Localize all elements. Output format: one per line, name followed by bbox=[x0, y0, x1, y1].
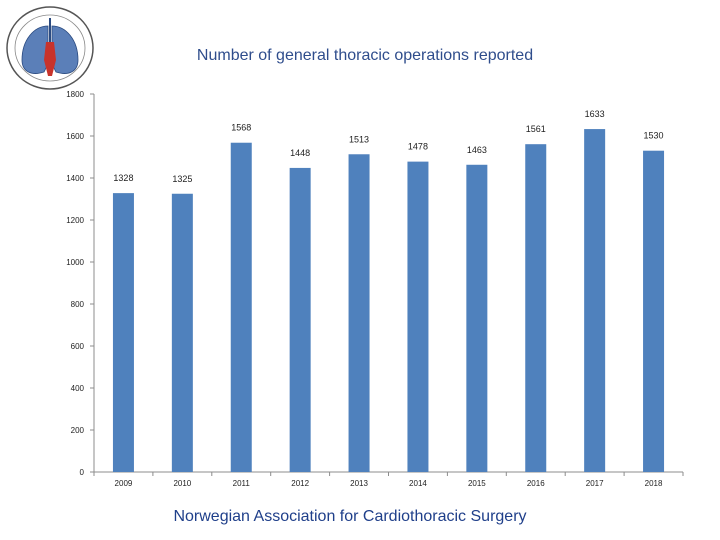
bar-2013 bbox=[348, 154, 370, 472]
x-tick-label: 2018 bbox=[645, 479, 663, 488]
x-tick-label: 2010 bbox=[173, 479, 191, 488]
y-tick-label: 200 bbox=[71, 426, 85, 435]
y-tick-label: 600 bbox=[71, 342, 85, 351]
bar-2017 bbox=[584, 129, 606, 472]
x-axis: 2009 2010 2011 2012 2013 2014 2015 2016 2017 2018 bbox=[93, 471, 684, 488]
data-labels: 1328 1325 1568 1448 1513 1478 1463 1561 1633 1530 bbox=[113, 109, 663, 184]
data-label-2014: 1478 bbox=[408, 142, 428, 152]
bar-2016 bbox=[525, 144, 547, 472]
y-tick-label: 1600 bbox=[66, 132, 84, 141]
footer-organization: Norwegian Association for Cardiothoracic… bbox=[173, 508, 527, 525]
data-label-2013: 1513 bbox=[349, 134, 369, 144]
data-label-2015: 1463 bbox=[467, 145, 487, 155]
x-tick-label: 2015 bbox=[468, 479, 486, 488]
y-axis: 0 200 400 600 800 1000 1200 1400 1600 1800 bbox=[66, 90, 95, 477]
data-label-2012: 1448 bbox=[290, 148, 310, 158]
bar-2012 bbox=[289, 167, 311, 473]
y-tick-label: 800 bbox=[71, 300, 85, 309]
y-tick-label: 1800 bbox=[66, 90, 84, 99]
bar-2009 bbox=[112, 193, 134, 472]
y-tick-label: 0 bbox=[80, 468, 85, 477]
bar-2015 bbox=[466, 164, 488, 472]
association-logo bbox=[6, 6, 94, 90]
data-label-2016: 1561 bbox=[526, 124, 546, 134]
bar-2018 bbox=[643, 150, 665, 472]
x-tick-label: 2012 bbox=[291, 479, 309, 488]
bar-2010 bbox=[171, 193, 193, 472]
bar-2011 bbox=[230, 142, 252, 472]
y-tick-label: 1400 bbox=[66, 174, 84, 183]
x-tick-label: 2017 bbox=[586, 479, 604, 488]
y-tick-label: 1000 bbox=[66, 258, 84, 267]
data-label-2017: 1633 bbox=[585, 109, 605, 119]
y-tick-label: 1200 bbox=[66, 216, 84, 225]
x-tick-label: 2013 bbox=[350, 479, 368, 488]
x-tick-label: 2016 bbox=[527, 479, 545, 488]
data-label-2010: 1325 bbox=[172, 174, 192, 184]
x-tick-label: 2011 bbox=[233, 479, 251, 488]
x-tick-label: 2014 bbox=[409, 479, 427, 488]
bars bbox=[112, 129, 665, 473]
bar-2014 bbox=[407, 161, 429, 472]
data-label-2011: 1568 bbox=[231, 123, 251, 133]
chart-title: Number of general thoracic operations re… bbox=[196, 47, 534, 64]
x-tick-label: 2009 bbox=[115, 479, 133, 488]
y-tick-label: 400 bbox=[71, 384, 85, 393]
data-label-2018: 1530 bbox=[644, 131, 664, 141]
data-label-2009: 1328 bbox=[113, 173, 133, 183]
